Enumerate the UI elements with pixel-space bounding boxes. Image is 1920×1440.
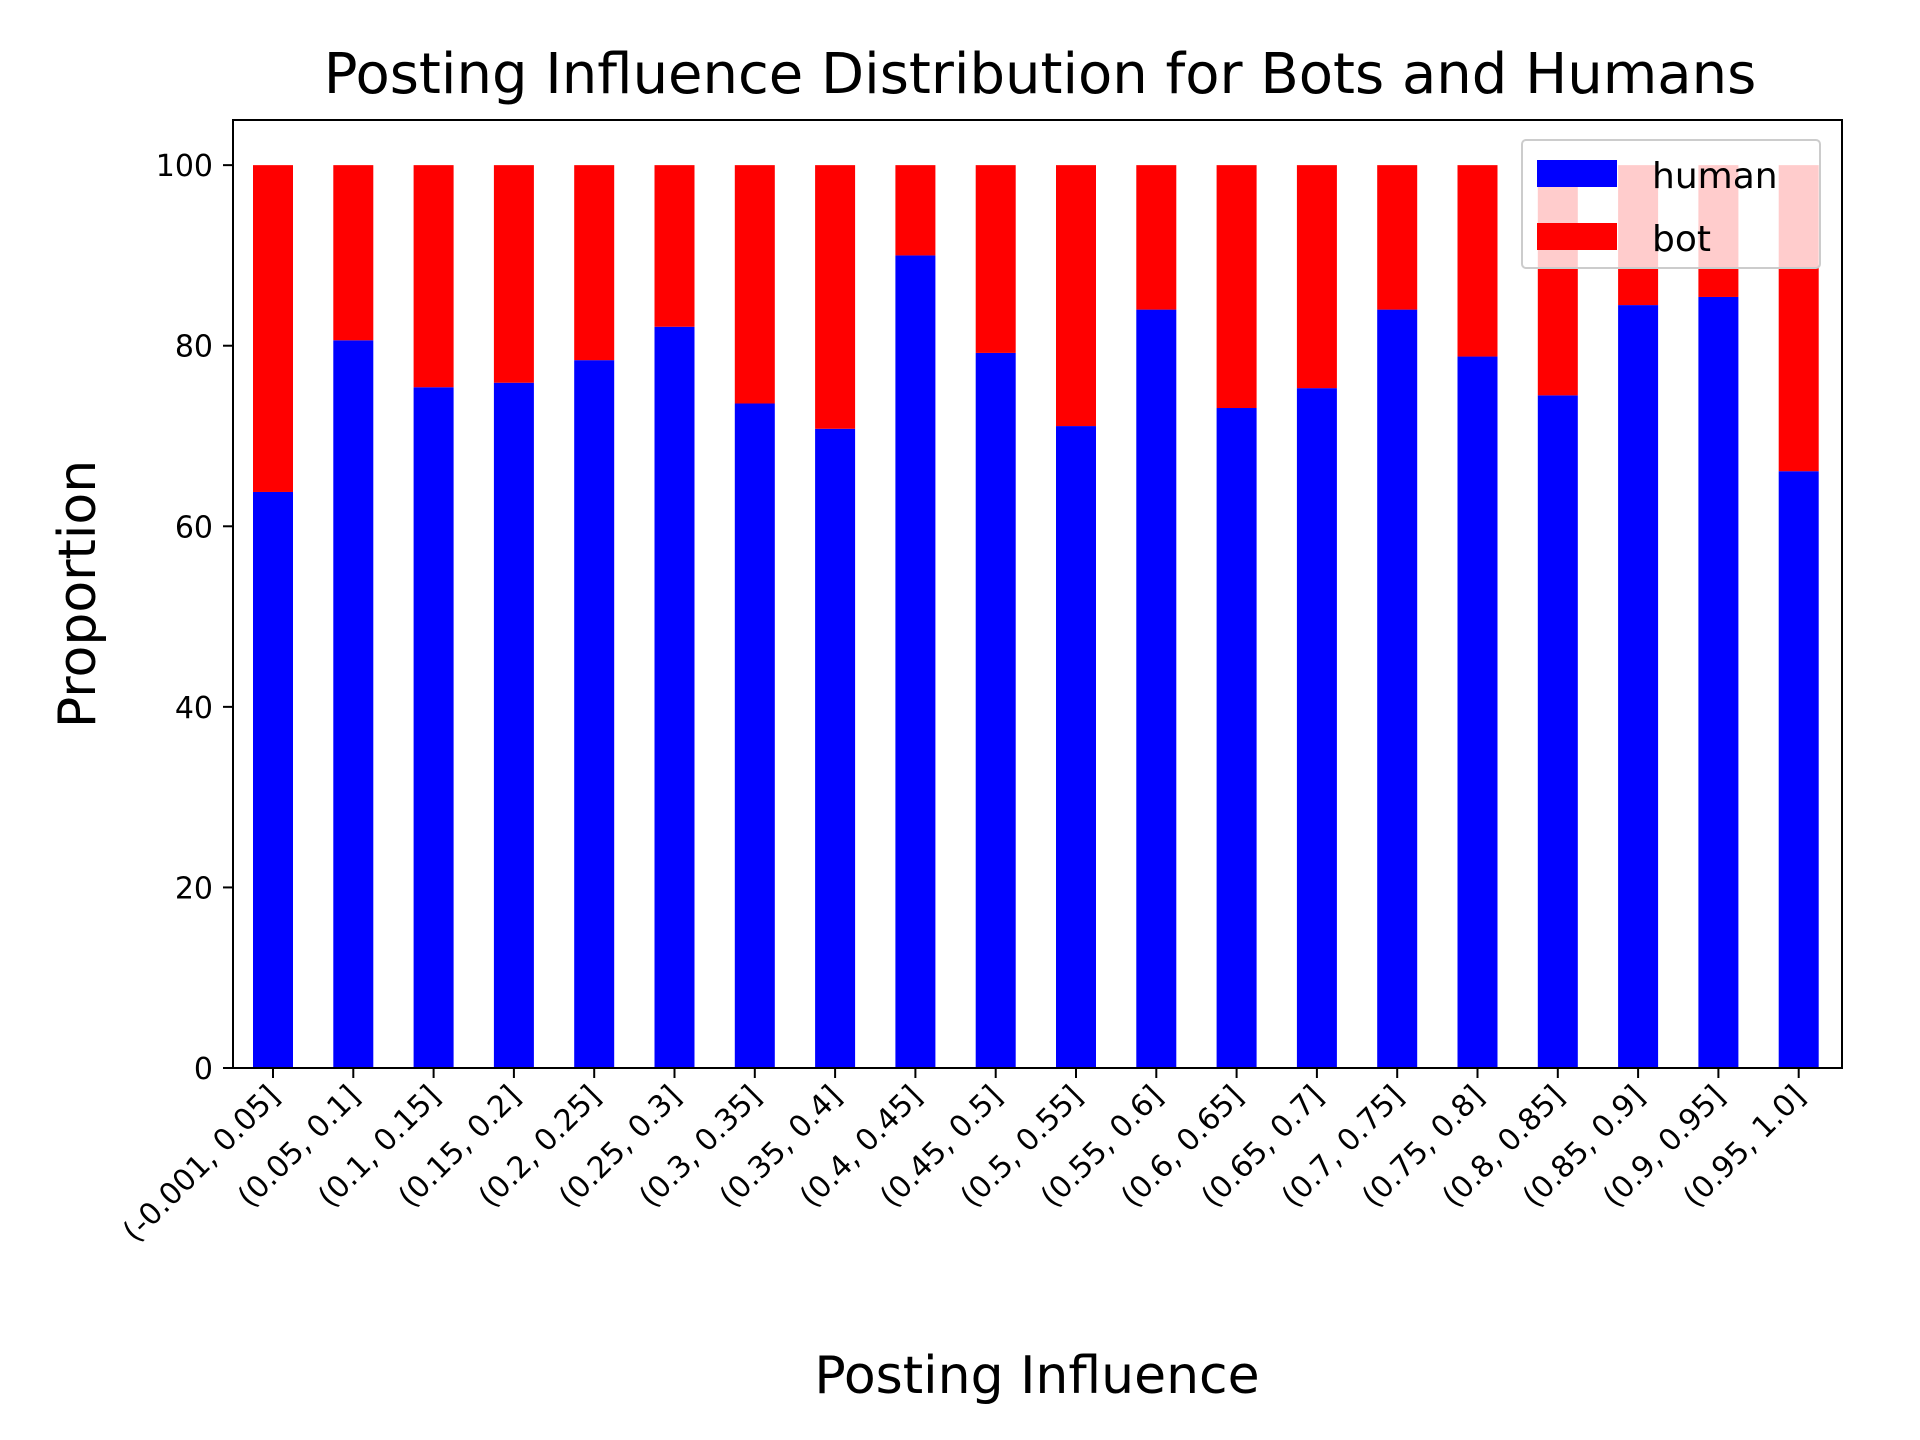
y-tick-label-40: 40 xyxy=(175,691,213,726)
bar-bot-12 xyxy=(1216,165,1257,409)
x-axis: (-0.001, 0.05](0.05, 0.1](0.1, 0.15](0.1… xyxy=(116,1068,1812,1249)
legend-swatch-human xyxy=(1537,160,1617,187)
bar-bot-9 xyxy=(975,165,1016,353)
bar-human-19 xyxy=(1778,471,1819,1069)
y-tick-label-100: 100 xyxy=(156,149,213,184)
y-axis-title: Proportion xyxy=(48,460,108,728)
bar-human-14 xyxy=(1377,309,1418,1069)
bar-bot-8 xyxy=(895,165,936,256)
bar-human-16 xyxy=(1537,395,1578,1068)
x-axis-title: Posting Influence xyxy=(814,1346,1259,1406)
y-tick-label-80: 80 xyxy=(175,330,213,365)
bar-human-2 xyxy=(413,387,454,1068)
bar-bot-10 xyxy=(1056,165,1096,427)
legend-label-human: human xyxy=(1652,156,1778,197)
bar-bot-0 xyxy=(253,165,293,492)
bar-human-6 xyxy=(734,403,775,1068)
bar-bot-11 xyxy=(1136,165,1177,310)
legend: human bot xyxy=(1521,139,1821,269)
bar-bot-3 xyxy=(493,165,534,383)
bar-human-11 xyxy=(1136,309,1177,1069)
y-tick-label-60: 60 xyxy=(175,510,213,545)
bar-bot-1 xyxy=(333,165,374,341)
bar-bot-4 xyxy=(574,165,615,361)
bar-human-3 xyxy=(493,382,534,1069)
bar-human-10 xyxy=(1056,426,1096,1068)
bar-human-17 xyxy=(1618,305,1659,1069)
bar-bot-15 xyxy=(1457,165,1498,357)
chart-title: Posting Influence Distribution for Bots … xyxy=(324,42,1757,107)
y-tick-label-20: 20 xyxy=(175,871,213,906)
bars-group xyxy=(253,165,1819,1069)
legend-label-bot: bot xyxy=(1652,219,1711,260)
bar-human-7 xyxy=(815,428,856,1068)
bar-bot-2 xyxy=(413,165,454,388)
bar-human-18 xyxy=(1698,296,1739,1069)
bar-bot-13 xyxy=(1296,165,1337,389)
bar-bot-5 xyxy=(654,165,695,327)
bar-human-1 xyxy=(333,340,374,1068)
bar-human-4 xyxy=(574,360,615,1068)
bar-human-13 xyxy=(1296,388,1337,1068)
y-axis: 0 20 40 60 80 100 xyxy=(156,149,233,1087)
bar-bot-14 xyxy=(1377,165,1418,310)
bar-bot-7 xyxy=(815,165,856,429)
bar-human-5 xyxy=(654,326,695,1068)
legend-swatch-bot xyxy=(1537,223,1617,250)
bar-bot-6 xyxy=(734,165,775,404)
bar-human-8 xyxy=(895,255,936,1068)
bar-human-12 xyxy=(1216,408,1257,1068)
bar-human-15 xyxy=(1457,356,1498,1068)
bar-human-0 xyxy=(253,491,293,1069)
bar-human-9 xyxy=(975,352,1016,1068)
plot-frame xyxy=(232,119,1843,1069)
y-tick-label-0: 0 xyxy=(194,1052,213,1087)
